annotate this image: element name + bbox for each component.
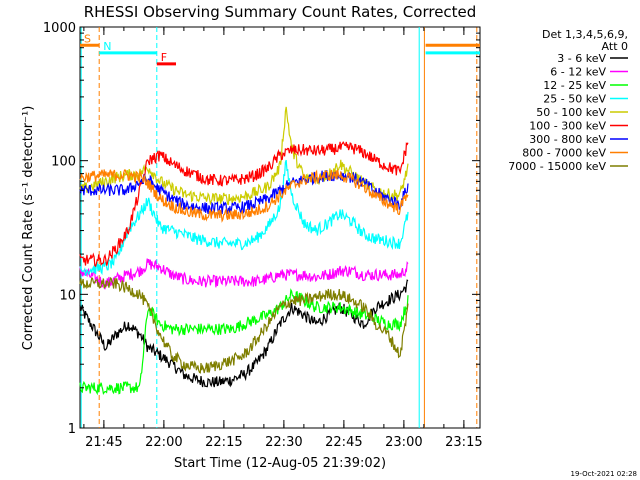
attenuator-state-bars: SN F: [80, 32, 480, 66]
legend-label-7000-15000-kev: 7000 - 15000 keV: [508, 160, 606, 173]
legend-label-6-12-kev: 6 - 12 keV: [550, 66, 606, 79]
generated-timestamp: 19-Oct-2021 02:28: [571, 470, 637, 478]
y-axis-ticks: 1 10 100 1000: [43, 21, 480, 437]
plot-area: SNF 21:45 22:00 22:15 22:30 22:45 23:00 23:15 …: [43, 21, 483, 450]
x-axis-label: Start Time (12-Aug-05 21:39:02): [174, 456, 386, 471]
vertical-markers: [80, 27, 478, 428]
series-line-6-12-kev: [79, 258, 409, 290]
state-bar-label: N: [103, 40, 111, 53]
legend-label-100-300-kev: 100 - 300 keV: [529, 120, 606, 133]
x-tick-label: 23:00: [385, 435, 422, 450]
legend-label-300-800-kev: 300 - 800 keV: [529, 133, 606, 146]
x-tick-label: 22:15: [205, 435, 242, 450]
series-line-50-100-kev: [79, 106, 409, 206]
y-tick-label: 10: [59, 288, 76, 303]
legend-label-800-7000-kev: 800 - 7000 keV: [522, 147, 606, 160]
data-series: [79, 106, 409, 396]
series-line-7000-15000-kev: [79, 276, 409, 374]
series-line-800-7000-kev: [79, 169, 409, 223]
x-axis-ticks: 21:45 22:00 22:15 22:30 22:45 23:00 23:15: [83, 27, 483, 450]
series-line-3-6-kev: [79, 279, 409, 388]
series-line-300-800-kev: [79, 170, 409, 215]
y-tick-label: 1000: [43, 21, 76, 36]
plot-frame: [79, 26, 481, 429]
y-axis-label: Corrected Count Rate (s⁻¹ detector⁻¹): [21, 106, 36, 351]
legend-label-50-100-kev: 50 - 100 keV: [536, 106, 606, 119]
x-tick-label: 23:15: [445, 435, 482, 450]
series-line-25-50-kev: [79, 159, 409, 276]
x-tick-label: 22:45: [325, 435, 362, 450]
legend-label-12-25-kev: 12 - 25 keV: [543, 79, 606, 92]
x-tick-label: 22:30: [265, 435, 302, 450]
legend-label-25-50-kev: 25 - 50 keV: [543, 93, 606, 106]
state-bar-label: S: [84, 32, 91, 45]
legend-label-3-6-kev: 3 - 6 keV: [557, 52, 606, 65]
legend-header: Det 1,3,4,5,6,9,: [542, 28, 628, 41]
y-tick-label: 100: [51, 155, 76, 170]
state-bar-label: F: [161, 51, 167, 64]
y-tick-label: 1: [68, 422, 76, 437]
x-tick-label: 22:00: [145, 435, 182, 450]
chart-title: RHESSI Observing Summary Count Rates, Co…: [84, 3, 477, 21]
legend-header: Att 0: [602, 40, 628, 53]
x-tick-label: 21:45: [85, 435, 122, 450]
series-line-12-25-kev: [79, 288, 409, 396]
series-line-100-300-kev: [79, 140, 409, 268]
